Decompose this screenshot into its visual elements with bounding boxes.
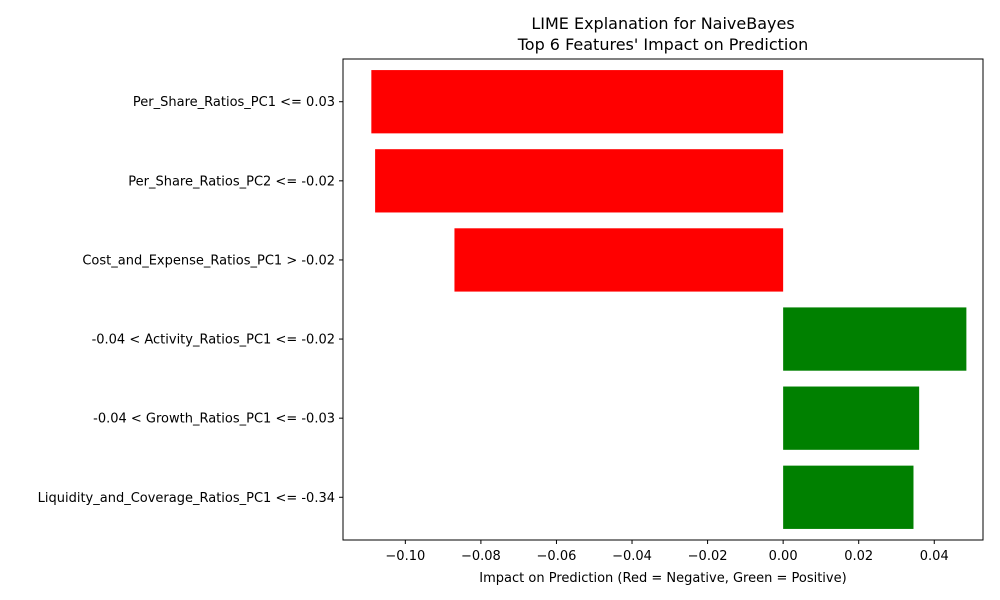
bars-group <box>371 70 967 529</box>
y-axis: Per_Share_Ratios_PC1 <= 0.03 Per_Share_Ra… <box>38 95 343 506</box>
y-tick-label: Per_Share_Ratios_PC2 <= -0.02 <box>128 174 335 189</box>
y-tick-label: -0.04 < Growth_Ratios_PC1 <= -0.03 <box>93 412 335 427</box>
x-tick-label: 0.00 <box>769 549 798 564</box>
plot-frame <box>342 58 984 541</box>
bar-3 <box>454 228 784 292</box>
bar-4 <box>783 307 967 371</box>
x-tick-label: 0.04 <box>920 549 949 564</box>
bar-2 <box>375 149 784 213</box>
bar-6 <box>783 465 914 529</box>
x-axis-label: Impact on Prediction (Red = Negative, Gr… <box>479 571 846 586</box>
x-axis: −0.10 −0.08 −0.06 −0.04 −0.02 0.00 0.02 0.04 <box>385 540 949 564</box>
bar-1 <box>371 70 784 134</box>
y-tick-label: Cost_and_Expense_Ratios_PC1 > -0.02 <box>82 253 335 268</box>
y-tick-label: -0.04 < Activity_Ratios_PC1 <= -0.02 <box>92 333 335 348</box>
chart-subtitle: Top 6 Features' Impact on Prediction <box>517 35 809 54</box>
bar-5 <box>783 386 920 450</box>
x-tick-label: −0.10 <box>385 549 425 564</box>
x-tick-label: 0.02 <box>844 549 873 564</box>
x-tick-label: −0.06 <box>537 549 577 564</box>
x-tick-label: −0.08 <box>461 549 501 564</box>
x-tick-label: −0.04 <box>612 549 652 564</box>
y-tick-label: Per_Share_Ratios_PC1 <= 0.03 <box>133 95 335 110</box>
x-tick-label: −0.02 <box>688 549 728 564</box>
y-tick-label: Liquidity_and_Coverage_Ratios_PC1 <= -0.… <box>38 491 335 506</box>
chart-title: LIME Explanation for NaiveBayes <box>531 14 794 33</box>
